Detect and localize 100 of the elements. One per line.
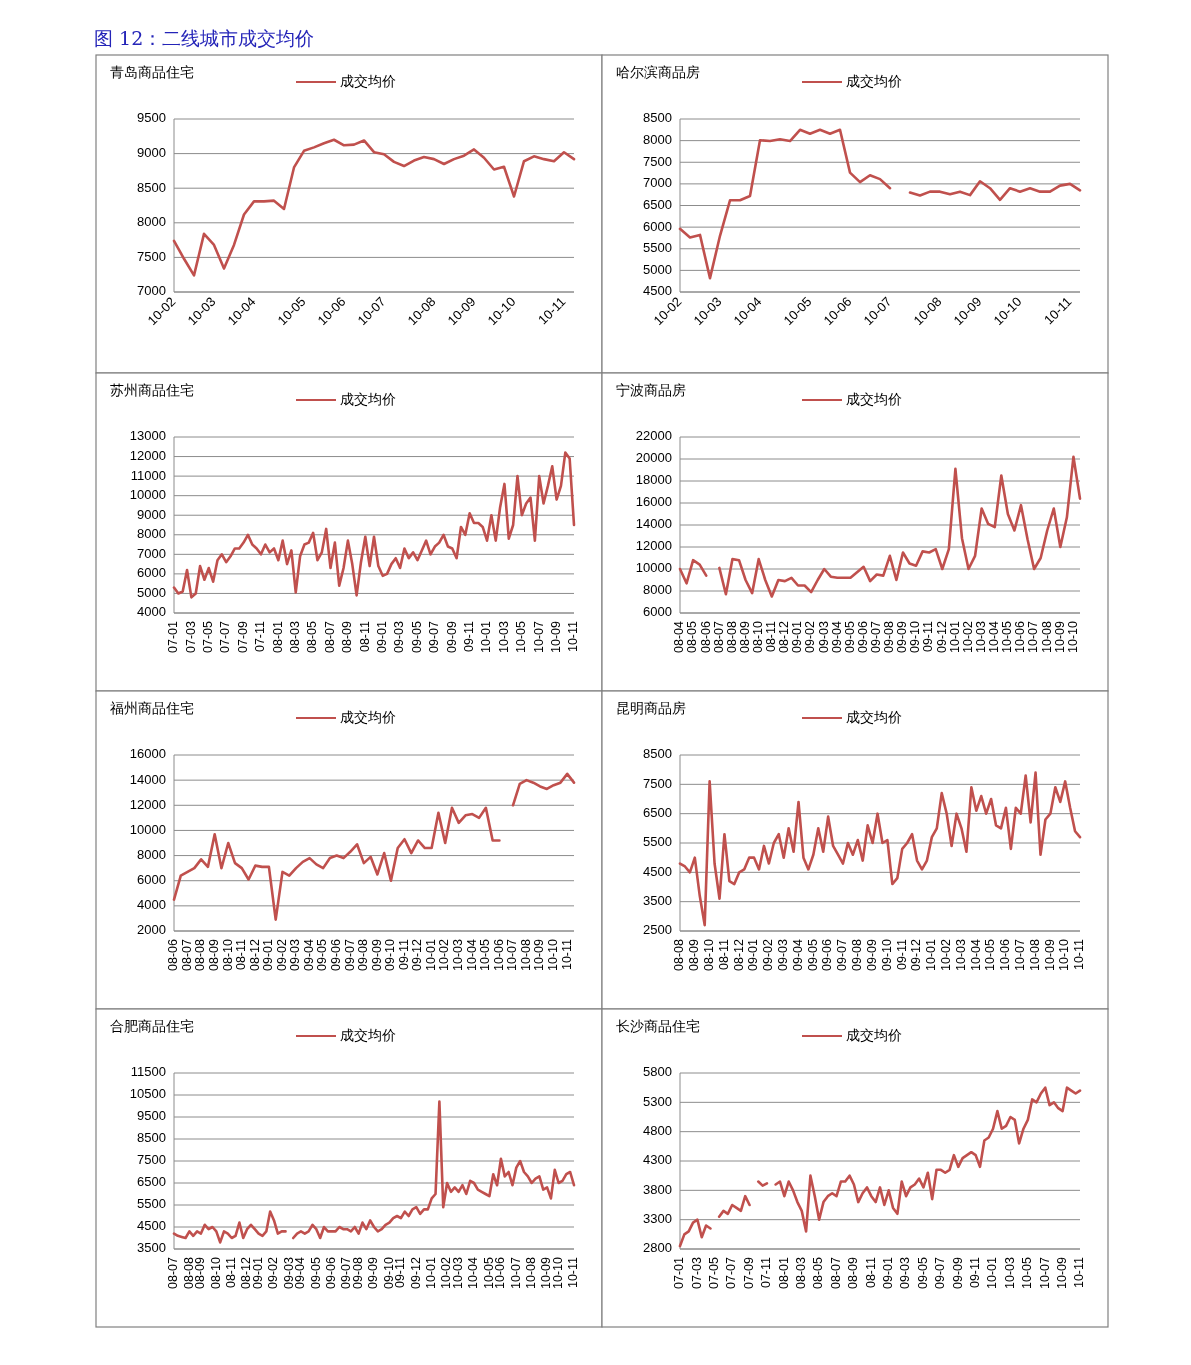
y-tick-label: 22000 [635,428,672,444]
x-tick-label: 10-09 [1052,620,1067,653]
x-tick-label: 10-10 [1065,620,1080,653]
x-tick-label: 07-09 [741,1256,756,1289]
x-tick-label: 09-07 [835,938,850,971]
y-tick-label: 6000 [137,565,166,581]
x-tick-label: 10-10 [545,938,560,971]
x-tick-label: 08-05 [811,1256,826,1289]
y-tick-label: 13000 [129,428,166,444]
x-tick-label: 08-08 [193,938,208,971]
x-tick-label: 09-06 [820,938,835,971]
x-tick-label: 10-07 [1013,938,1028,971]
x-tick-label: 09-03 [898,1256,913,1289]
x-tick-label: 09-01 [790,620,805,653]
x-tick-label: 09-07 [869,620,884,653]
x-tick-label: 10-05 [1000,620,1015,653]
x-tick-label: 09-10 [381,1256,396,1289]
x-tick-label: 09-06 [855,620,870,653]
x-tick-label: 08-11 [223,1256,238,1289]
y-tick-label: 10000 [129,821,166,837]
x-tick-label: 09-03 [288,938,303,971]
x-tick-label: 09-05 [805,938,820,971]
x-tick-label: 10-09 [532,938,547,971]
y-tick-label: 3800 [643,1181,672,1197]
x-tick-label: 09-06 [329,938,344,971]
x-tick-label: 10-04 [987,620,1002,653]
line-series [172,451,576,599]
x-tick-label: 09-09 [895,620,910,653]
line-series [678,771,1082,927]
y-tick-label: 5300 [643,1093,672,1109]
x-tick-label: 10-01 [947,620,962,653]
y-tick-label: 7500 [137,1152,166,1168]
x-tick-label: 08-11 [716,938,731,971]
x-tick-label: 09-09 [950,1256,965,1289]
x-tick-label: 09-05 [409,620,424,653]
x-tick-label: 09-05 [915,1256,930,1289]
legend-label: 成交均价 [340,390,396,407]
y-tick-label: 8000 [137,214,166,230]
y-tick-label: 9500 [137,110,166,126]
x-tick-label: 10-03 [496,620,511,653]
y-tick-label: 8500 [643,746,672,762]
x-tick-label: 07-07 [724,1256,739,1289]
x-tick-label: 10-07 [508,1256,523,1289]
y-tick-label: 12000 [635,538,672,554]
x-tick-label: 09-09 [864,938,879,971]
x-tick-label: 09-11 [396,938,411,971]
y-tick-label: 4000 [137,897,166,913]
legend-label: 成交均价 [846,1026,902,1043]
x-tick-label: 09-04 [293,1256,308,1289]
y-tick-label: 4500 [643,283,672,299]
x-tick-label: 07-11 [759,1256,774,1289]
x-tick-label: 08-10 [220,938,235,971]
x-tick-label: 10-04 [464,938,479,971]
x-tick-label: 09-11 [461,620,476,653]
y-tick-label: 16000 [129,746,166,762]
x-tick-label: 10-03 [953,938,968,971]
x-tick-label: 09-04 [790,938,805,971]
x-tick-label: 07-05 [707,1256,722,1289]
x-tick-label: 10-05 [514,620,529,653]
x-tick-label: 10-05 [1020,1256,1035,1289]
y-tick-label: 5000 [643,261,672,277]
y-tick-label: 8000 [137,526,166,542]
x-tick-label: 09-02 [761,938,776,971]
x-tick-label: 10-08 [523,1256,538,1289]
x-tick-label: 10-10 [1057,938,1072,971]
x-tick-label: 10-03 [973,620,988,653]
y-tick-label: 12000 [129,796,166,812]
y-tick-label: 7000 [643,175,672,191]
x-tick-label: 09-02 [274,938,289,971]
x-tick-label: 08-08 [724,620,739,653]
y-tick-label: 5800 [643,1064,672,1080]
chart-title: 哈尔滨商品房 [616,64,700,80]
x-tick-label: 09-06 [323,1256,338,1289]
x-tick-label: 09-11 [393,1256,408,1289]
x-tick-label: 10-05 [478,938,493,971]
y-tick-label: 11500 [130,1064,166,1080]
x-tick-label: 10-09 [548,620,563,653]
chart-title: 长沙商品住宅 [616,1018,700,1034]
x-tick-label: 09-05 [842,620,857,653]
x-tick-label: 10-11 [566,620,581,653]
x-tick-label: 09-08 [356,938,371,971]
x-tick-label: 09-05 [315,938,330,971]
x-tick-label: 07-01 [166,620,181,653]
x-tick-label: 09-10 [908,620,923,653]
line-series [172,138,576,277]
x-tick-label: 10-05 [481,1256,496,1289]
x-tick-label: 08-07 [322,620,337,653]
x-tick-label: 09-07 [933,1256,948,1289]
x-tick-label: 09-11 [921,620,936,653]
x-tick-label: 09-09 [369,938,384,971]
y-tick-label: 14000 [129,771,166,787]
x-tick-label: 09-03 [776,938,790,971]
x-tick-label: 10-07 [1026,620,1041,653]
x-tick-label: 09-02 [803,620,818,653]
y-tick-label: 3500 [643,893,672,909]
caption: 图 12：二线城市成交均价 [94,27,315,49]
y-tick-label: 2500 [643,922,672,938]
x-tick-label: 08-10 [750,620,765,653]
x-tick-label: 09-12 [410,938,425,971]
y-tick-label: 12000 [129,447,166,463]
